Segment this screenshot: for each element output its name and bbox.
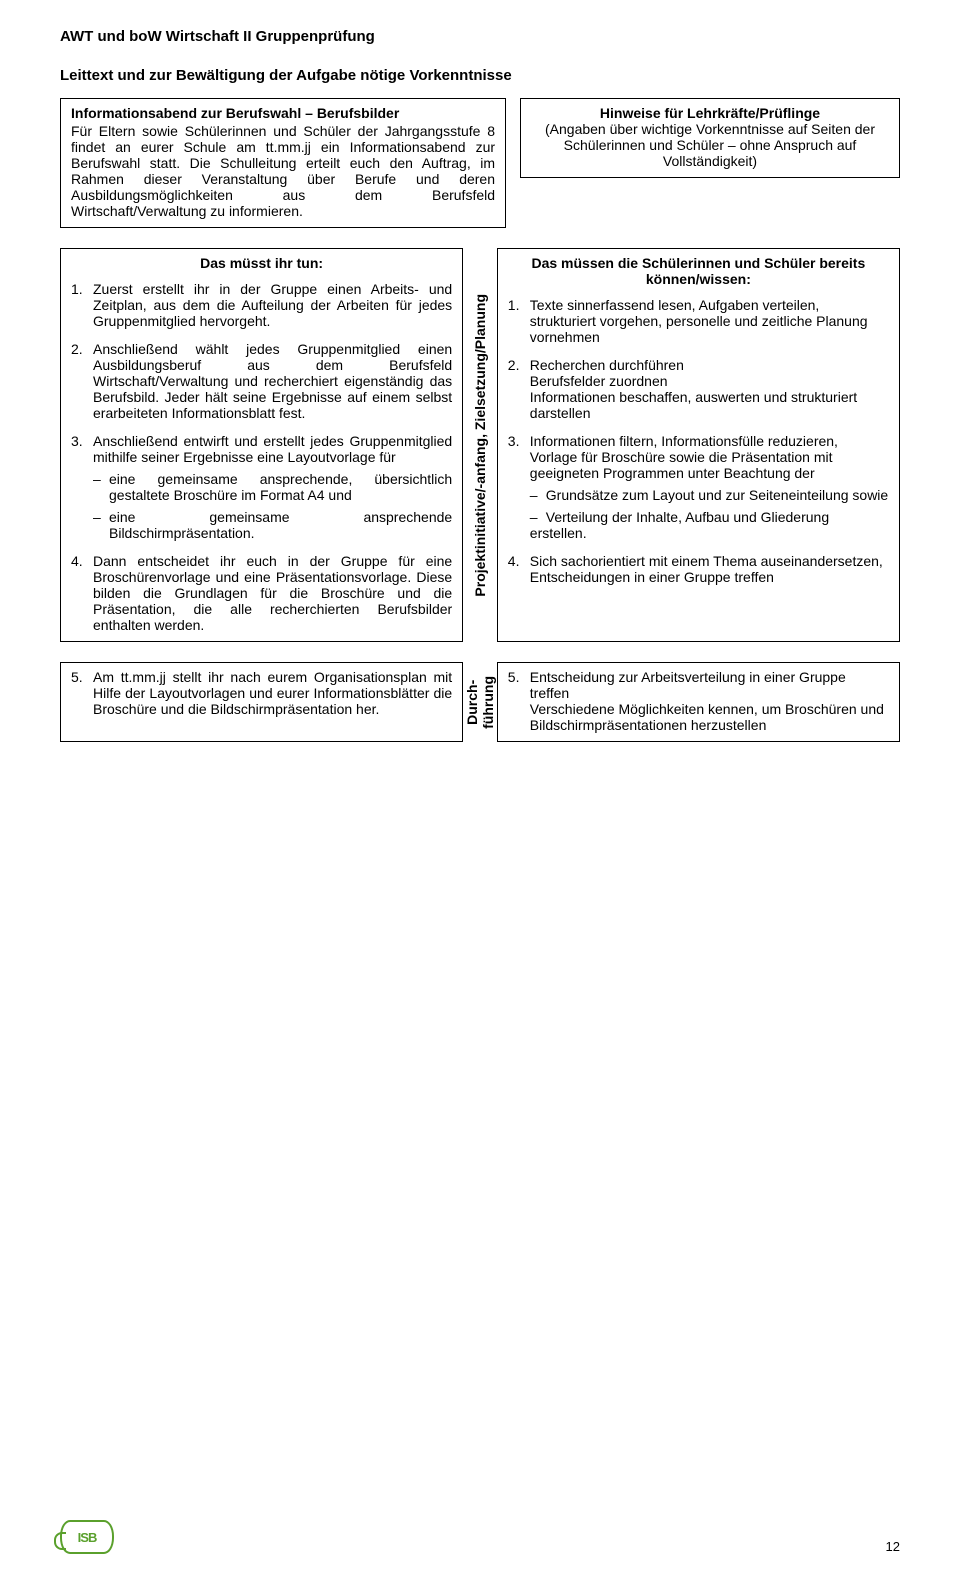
list-text: Informationen filtern, Informationsfülle… (530, 433, 889, 541)
list-text: Zuerst erstellt ihr in der Gruppe einen … (93, 281, 452, 329)
dash-icon: – (93, 509, 109, 541)
list-text: Anschließend entwirft und erstellt jedes… (93, 433, 452, 541)
list-text: Recherchen durchführen Berufsfelder zuor… (530, 357, 889, 421)
tasks-right-box: Das müssen die Schülerinnen und Schüler … (497, 248, 900, 642)
phase1-label: Projektinitiative/-anfang, Zielsetzung/P… (472, 294, 488, 597)
sub-text: Grundsätze zum Layout und zur Seiteneint… (546, 487, 889, 503)
phase1-label-col: Projektinitiative/-anfang, Zielsetzung/P… (463, 248, 497, 642)
list-tail: erstellen. (530, 525, 889, 541)
phase2-right-list: 5. Entscheidung zur Arbeitsverteilung in… (508, 669, 889, 733)
sub-text: eine gemeinsame ansprechende, übersichtl… (109, 471, 452, 503)
phase2-label: Durch- führung (464, 676, 496, 729)
list-num: 3. (71, 433, 93, 541)
dash-icon: – (530, 509, 546, 525)
intro-box: Informationsabend zur Berufswahl – Beruf… (60, 98, 506, 228)
logo-icon: ISB (60, 1520, 114, 1554)
list-num: 4. (508, 553, 530, 585)
page-header: AWT und boW Wirtschaft II Gruppenprüfung (60, 28, 900, 45)
phase2-right-box: 5. Entscheidung zur Arbeitsverteilung in… (497, 662, 900, 742)
list-num: 5. (71, 669, 93, 717)
list-text: Entscheidung zur Arbeitsverteilung in ei… (530, 669, 889, 733)
tasks-left-title: Das müsst ihr tun: (71, 255, 452, 271)
list-text: Anschließend wählt jedes Gruppenmitglied… (93, 341, 452, 421)
intro-body: Für Eltern sowie Schülerinnen und Schüle… (71, 123, 495, 219)
list-num: 4. (71, 553, 93, 633)
section-subtitle: Leittext und zur Bewältigung der Aufgabe… (60, 67, 900, 84)
list-text: Am tt.mm.jj stellt ihr nach eurem Organi… (93, 669, 452, 717)
intro-title: Informationsabend zur Berufswahl – Beruf… (71, 105, 495, 121)
hints-title: Hinweise für Lehrkräfte/Prüflinge (531, 105, 889, 121)
sub-list: –eine gemeinsame ansprechende, übersicht… (93, 471, 452, 541)
sub-text: Verteilung der Inhalte, Aufbau und Glied… (546, 509, 889, 525)
dash-icon: – (93, 471, 109, 503)
tasks-right-list: 1.Texte sinnerfassend lesen, Aufgaben ve… (508, 297, 889, 585)
phase2-left-list: 5. Am tt.mm.jj stellt ihr nach eurem Org… (71, 669, 452, 717)
hints-box: Hinweise für Lehrkräfte/Prüflinge (Angab… (520, 98, 900, 178)
intro-row: Informationsabend zur Berufswahl – Beruf… (60, 98, 900, 228)
logo-text: ISB (78, 1530, 97, 1545)
phase2-label-col: Durch- führung (463, 662, 497, 742)
tasks-left-box: Das müsst ihr tun: 1.Zuerst erstellt ihr… (60, 248, 463, 642)
dash-icon: – (530, 487, 546, 503)
hints-body: (Angaben über wichtige Vorkenntnisse auf… (531, 121, 889, 169)
tasks-row: Das müsst ihr tun: 1.Zuerst erstellt ihr… (60, 248, 900, 642)
list-num: 5. (508, 669, 530, 733)
phase2-row: 5. Am tt.mm.jj stellt ihr nach eurem Org… (60, 662, 900, 742)
tasks-left-list: 1.Zuerst erstellt ihr in der Gruppe eine… (71, 281, 452, 633)
phase2-left-box: 5. Am tt.mm.jj stellt ihr nach eurem Org… (60, 662, 463, 742)
list-num: 2. (71, 341, 93, 421)
sub-text: eine gemeinsame ansprechende Bildschirmp… (109, 509, 452, 541)
page-number: 12 (886, 1539, 900, 1554)
list-text: Sich sachorientiert mit einem Thema ause… (530, 553, 889, 585)
list-num: 3. (508, 433, 530, 541)
list-num: 1. (71, 281, 93, 329)
tasks-right-title: Das müssen die Schülerinnen und Schüler … (508, 255, 889, 287)
list-num: 1. (508, 297, 530, 345)
list-text: Dann entscheidet ihr euch in der Gruppe … (93, 553, 452, 633)
list-num: 2. (508, 357, 530, 421)
list-text: Texte sinnerfassend lesen, Aufgaben vert… (530, 297, 889, 345)
page-footer: ISB 12 (60, 1520, 900, 1554)
sub-list: –Grundsätze zum Layout und zur Seitenein… (530, 487, 889, 525)
